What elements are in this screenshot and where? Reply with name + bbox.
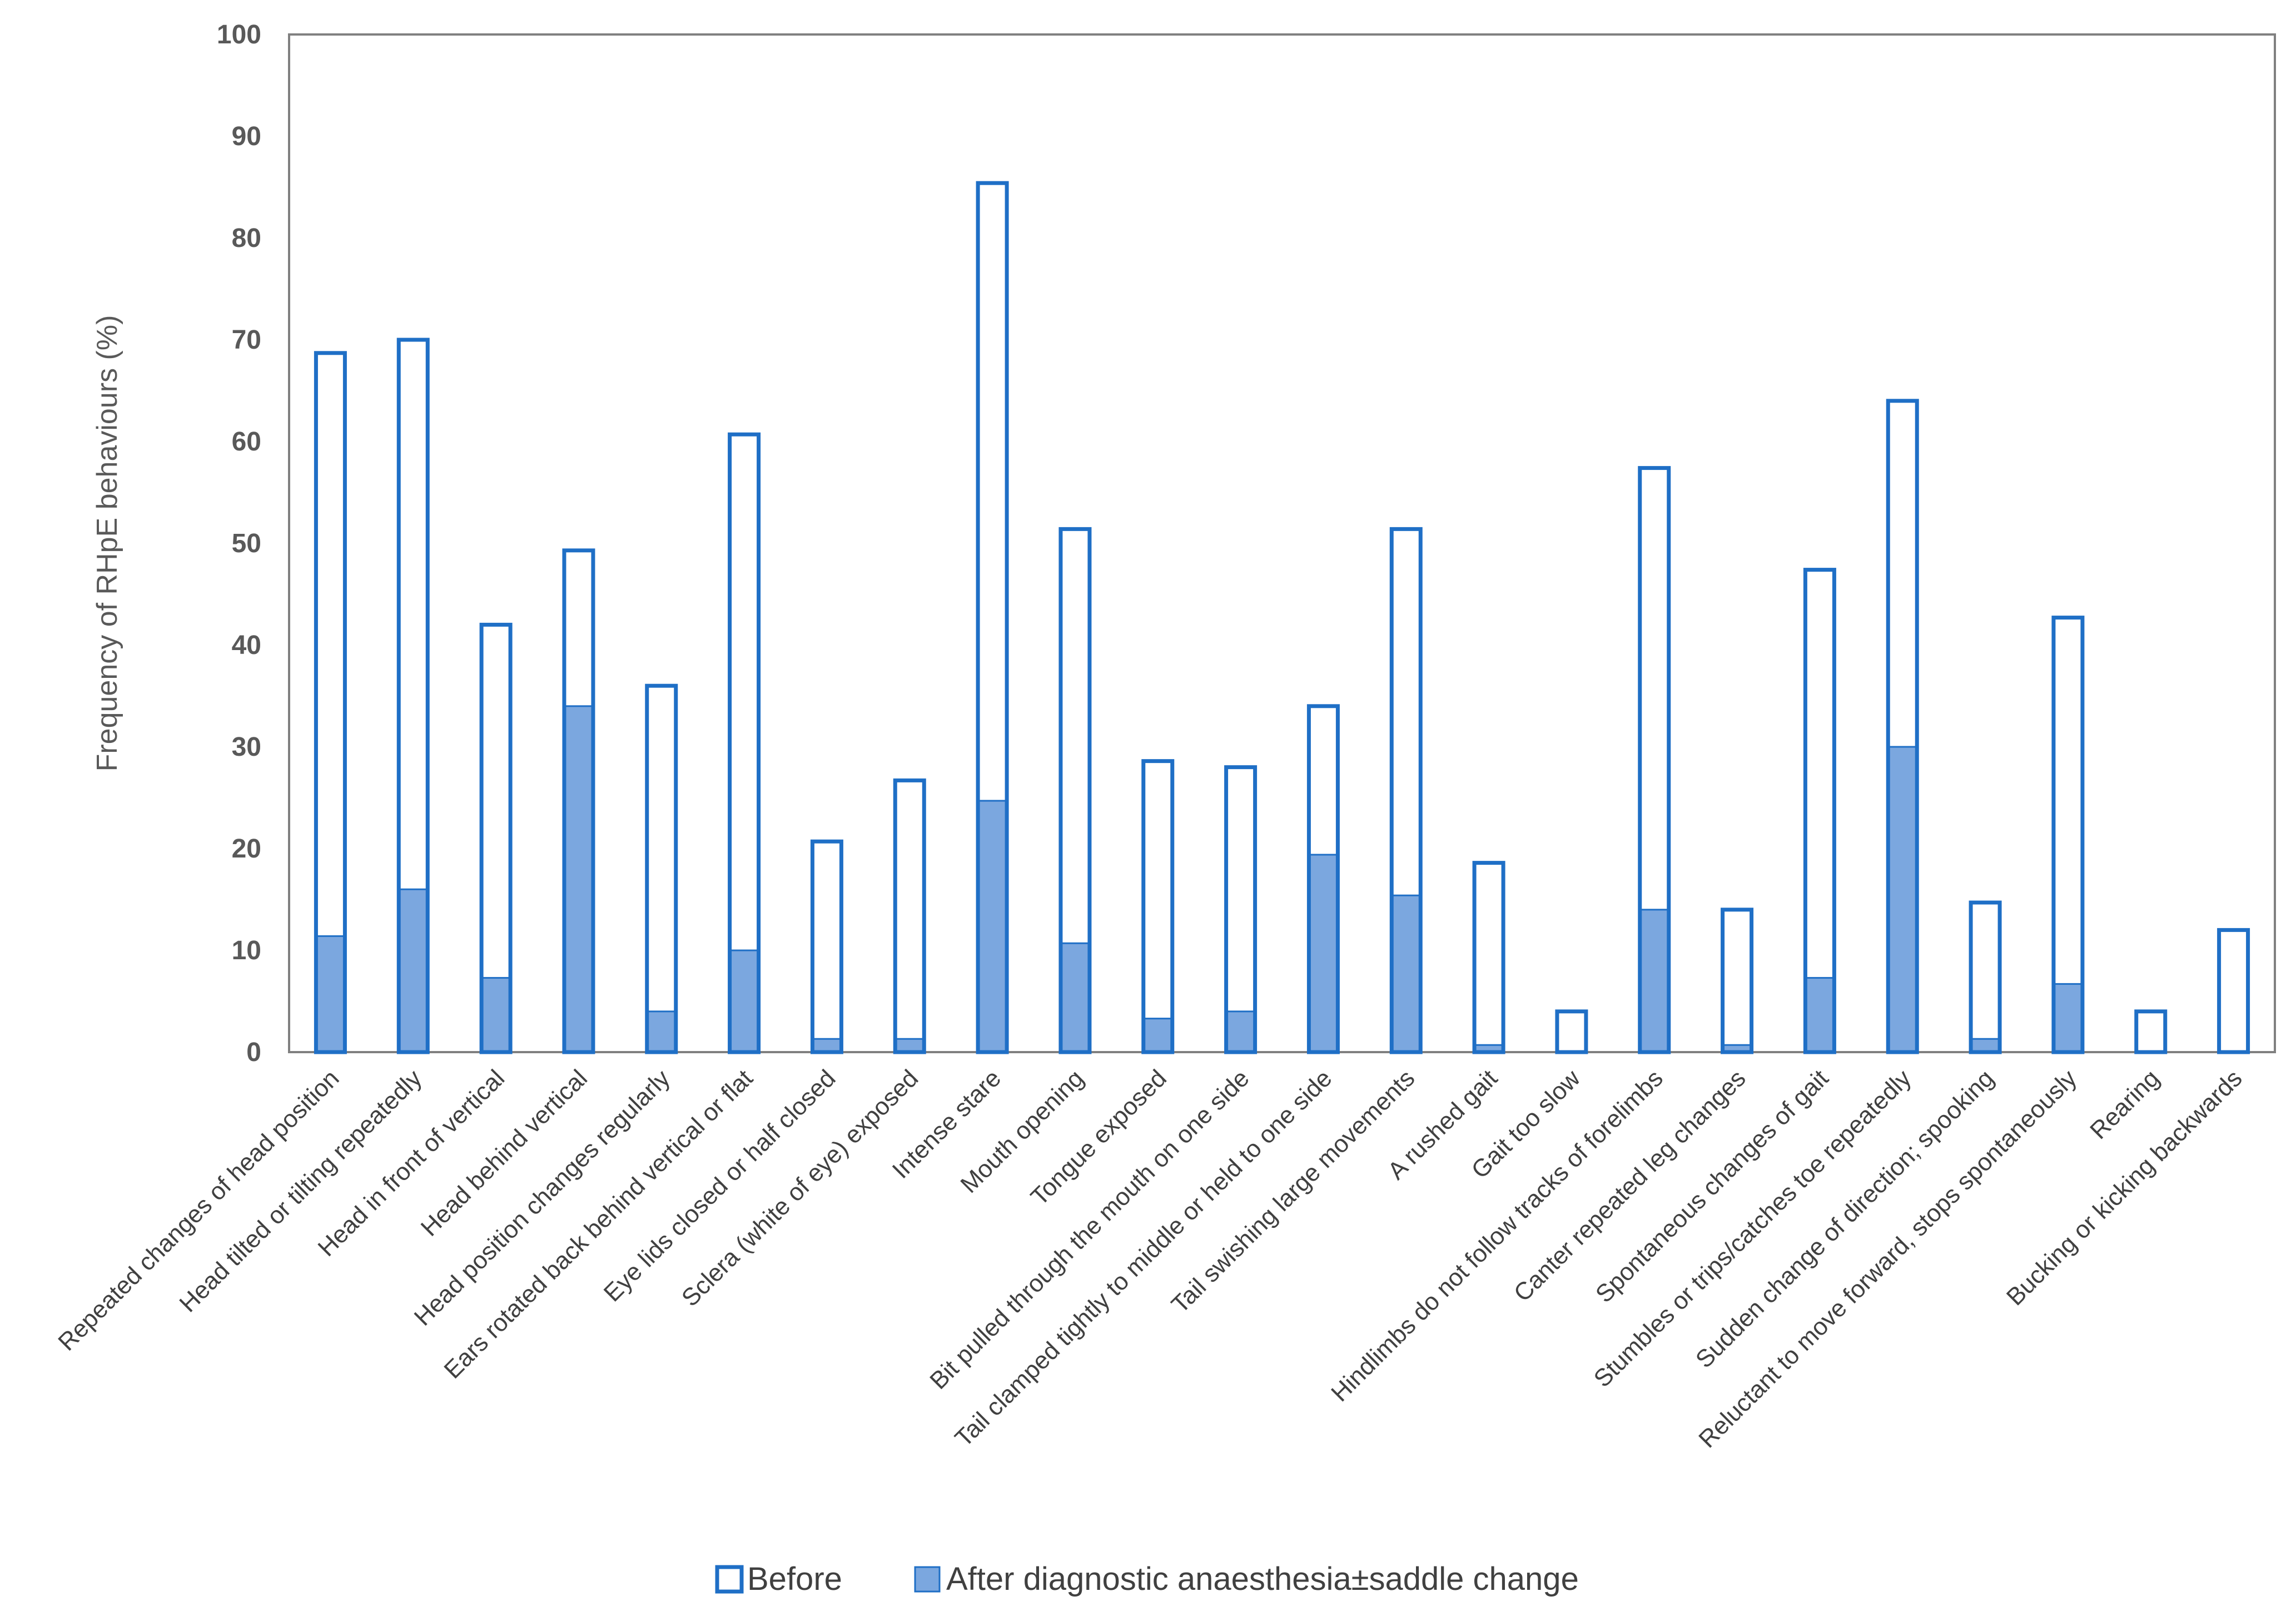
legend-label-after: After diagnostic anaesthesia±saddle chan… — [946, 1561, 1579, 1597]
bar-before — [2217, 928, 2250, 1054]
bar-before — [1638, 466, 1671, 1054]
bar-before — [728, 432, 761, 1054]
x-category-label: Rearing — [2085, 1064, 2165, 1144]
bar-after — [977, 800, 1008, 1053]
y-tick-label: 90 — [232, 122, 261, 151]
bar-after — [1887, 746, 1918, 1053]
bar-before — [2134, 1009, 2168, 1054]
bar-after — [397, 888, 429, 1053]
bar-before — [810, 839, 843, 1054]
x-category-label: Sudden change of direction; spooking — [1691, 1064, 1999, 1373]
bar-before — [314, 351, 347, 1054]
bar-after — [811, 1038, 842, 1053]
bar-before — [1141, 759, 1175, 1054]
bar-before — [1472, 861, 1505, 1054]
bar-after — [1804, 976, 1835, 1053]
bar-before — [976, 181, 1009, 1054]
bar-after — [1142, 1018, 1174, 1053]
y-tick-label: 10 — [232, 936, 261, 965]
legend-label-before: Before — [747, 1561, 842, 1597]
bar-after — [1970, 1038, 2001, 1053]
y-tick-label: 20 — [232, 834, 261, 864]
bar-before — [1058, 527, 1092, 1054]
legend-swatch-before — [715, 1565, 744, 1594]
bar-after — [646, 1010, 677, 1053]
bar-after — [315, 935, 346, 1053]
bar-before — [645, 683, 678, 1054]
plot-area — [288, 33, 2276, 1053]
bar-after — [2053, 983, 2084, 1053]
bar-after — [563, 705, 594, 1053]
x-category-label: Ears rotated back behind vertical or fla… — [439, 1064, 758, 1384]
bar-before — [1721, 908, 1754, 1054]
y-tick-label: 30 — [232, 732, 261, 762]
x-category-label: Tail clamped tightly to middle or held t… — [950, 1064, 1337, 1452]
legend-swatch-after — [914, 1566, 941, 1593]
after-series-bars — [315, 705, 2084, 1053]
y-tick-label: 40 — [232, 631, 261, 660]
y-axis-title: Frequency of RHpE behaviours (%) — [91, 315, 123, 772]
y-tick-label: 80 — [232, 224, 261, 253]
bar-after — [1225, 1010, 1256, 1053]
bar-after — [894, 1038, 925, 1053]
bar-after — [1639, 909, 1670, 1053]
bar-before — [1555, 1009, 1588, 1054]
bar-after — [1308, 854, 1339, 1053]
legend: Before After diagnostic anaesthesia±sadd… — [715, 1561, 1579, 1597]
bar-before — [1389, 527, 1423, 1054]
x-category-label: Reluctant to move forward, stops spontan… — [1693, 1064, 2082, 1453]
y-axis-ticks: 0 10 20 30 40 50 60 70 80 90 100 — [217, 20, 261, 1067]
bar-before — [1224, 765, 1258, 1054]
bar-after — [729, 949, 760, 1053]
x-category-label: Head behind vertical — [416, 1064, 593, 1241]
bar-before — [396, 338, 430, 1054]
y-tick-label: 60 — [232, 427, 261, 457]
before-series-bars — [314, 181, 2250, 1054]
y-tick-label: 70 — [232, 325, 261, 355]
bar-before — [1803, 568, 1836, 1054]
bar-before — [479, 622, 513, 1054]
bar-before — [2051, 616, 2085, 1054]
bar-after — [1060, 942, 1091, 1053]
bar-after — [480, 976, 511, 1053]
bar-after — [1390, 894, 1422, 1053]
bar-before — [1969, 900, 2002, 1054]
y-tick-label: 0 — [246, 1038, 261, 1067]
bar-before — [1886, 399, 1919, 1054]
bar-before — [562, 548, 595, 1054]
y-tick-label: 50 — [232, 529, 261, 558]
bar-before — [1306, 704, 1340, 1054]
y-tick-label: 100 — [217, 20, 261, 49]
bar-before — [893, 778, 926, 1054]
